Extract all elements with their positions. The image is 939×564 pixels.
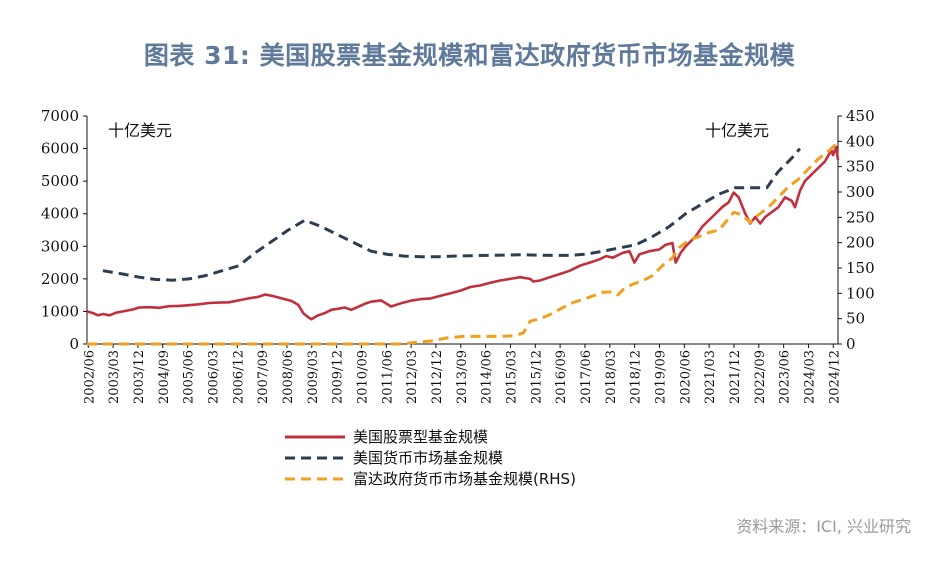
series-money-market-line bbox=[102, 147, 802, 282]
x-tick-label: 2020/06 bbox=[678, 350, 693, 404]
legend-item-money-market: 美国货币市场基金规模 bbox=[285, 449, 503, 467]
right-tick-label: 400 bbox=[846, 132, 875, 150]
x-tick-label: 2006/12 bbox=[231, 350, 246, 404]
right-tick-label: 150 bbox=[846, 259, 875, 277]
x-tick-label: 2014/06 bbox=[480, 350, 495, 404]
series-fidelity-government-mmf-line bbox=[87, 143, 840, 346]
x-tick-label: 2010/09 bbox=[355, 350, 370, 404]
left-tick-label: 5000 bbox=[41, 172, 79, 190]
x-tick-label: 2023/06 bbox=[778, 350, 793, 404]
x-tick-label: 2003/03 bbox=[107, 350, 122, 404]
x-tick-label: 2015/12 bbox=[529, 350, 544, 404]
x-tick-label: 2016/09 bbox=[554, 350, 569, 404]
right-unit-label: 十亿美元 bbox=[705, 121, 769, 140]
legend-label-fidelity: 富达政府货币市场基金规模(RHS) bbox=[353, 470, 576, 488]
x-tick-label: 2012/03 bbox=[405, 350, 420, 404]
right-tick-label: 250 bbox=[846, 208, 875, 226]
legend-label-equity: 美国股票型基金规模 bbox=[353, 428, 488, 446]
right-axis-ticks: 0 50 100 150 200 250 300 350 400 450 bbox=[838, 107, 875, 353]
series-lines bbox=[86, 143, 840, 346]
x-tick-label: 2013/09 bbox=[455, 350, 470, 404]
x-tick-label: 2018/12 bbox=[629, 350, 644, 404]
x-tick-label: 2024/12 bbox=[827, 350, 842, 404]
series-equity-funds-line bbox=[86, 145, 840, 321]
right-tick-label: 350 bbox=[846, 158, 875, 176]
left-unit-label: 十亿美元 bbox=[108, 121, 172, 140]
chart-axes bbox=[86, 116, 839, 345]
x-tick-label: 2003/12 bbox=[132, 350, 147, 404]
x-tick-label: 2017/06 bbox=[579, 350, 594, 404]
x-tick-label: 2009/12 bbox=[331, 350, 346, 404]
x-tick-label: 2004/09 bbox=[157, 350, 172, 404]
x-tick-label: 2006/03 bbox=[206, 350, 221, 404]
x-tick-label: 2002/06 bbox=[82, 350, 97, 404]
x-tick-label: 2005/06 bbox=[182, 350, 197, 404]
right-tick-label: 100 bbox=[846, 284, 875, 302]
left-tick-label: 3000 bbox=[41, 237, 79, 255]
left-tick-label: 0 bbox=[69, 335, 79, 353]
legend-item-fidelity: 富达政府货币市场基金规模(RHS) bbox=[285, 470, 576, 488]
x-tick-label: 2011/06 bbox=[380, 350, 395, 404]
x-tick-label: 2019/09 bbox=[653, 350, 668, 404]
legend: 美国股票型基金规模 美国货币市场基金规模 富达政府货币市场基金规模(RHS) bbox=[285, 428, 576, 488]
chart-title: 图表 31: 美国股票基金规模和富达政府货币市场基金规模 bbox=[143, 41, 796, 70]
x-tick-label: 2008/06 bbox=[281, 350, 296, 404]
left-tick-label: 6000 bbox=[41, 140, 79, 158]
right-tick-label: 50 bbox=[846, 310, 865, 328]
x-tick-label: 2007/09 bbox=[256, 350, 271, 404]
legend-item-equity-funds: 美国股票型基金规模 bbox=[285, 428, 488, 446]
left-tick-label: 2000 bbox=[41, 270, 79, 288]
right-tick-label: 300 bbox=[846, 183, 875, 201]
x-tick-label: 2021/12 bbox=[728, 350, 743, 404]
left-tick-label: 1000 bbox=[41, 302, 79, 320]
x-tick-label: 2009/03 bbox=[306, 350, 321, 404]
left-tick-label: 7000 bbox=[41, 107, 79, 125]
legend-label-money-market: 美国货币市场基金规模 bbox=[353, 449, 503, 467]
right-tick-label: 200 bbox=[846, 234, 875, 252]
x-tick-label: 2015/03 bbox=[504, 350, 519, 404]
source-note: 资料来源：ICI, 兴业研究 bbox=[736, 517, 911, 536]
right-tick-label: 450 bbox=[846, 107, 875, 125]
left-axis-ticks: 0 1000 2000 3000 4000 5000 6000 7000 bbox=[41, 107, 87, 353]
right-tick-label: 0 bbox=[846, 335, 856, 353]
x-tick-label: 2022/09 bbox=[753, 350, 768, 404]
x-tick-label: 2024/03 bbox=[802, 350, 817, 404]
left-tick-label: 4000 bbox=[41, 205, 79, 223]
x-tick-label: 2018/03 bbox=[604, 350, 619, 404]
x-axis-ticks: 2002/06 2003/03 2003/12 2004/09 2005/06 2006/… bbox=[82, 344, 842, 404]
x-tick-label: 2021/03 bbox=[703, 350, 718, 404]
x-tick-label: 2012/12 bbox=[430, 350, 445, 404]
